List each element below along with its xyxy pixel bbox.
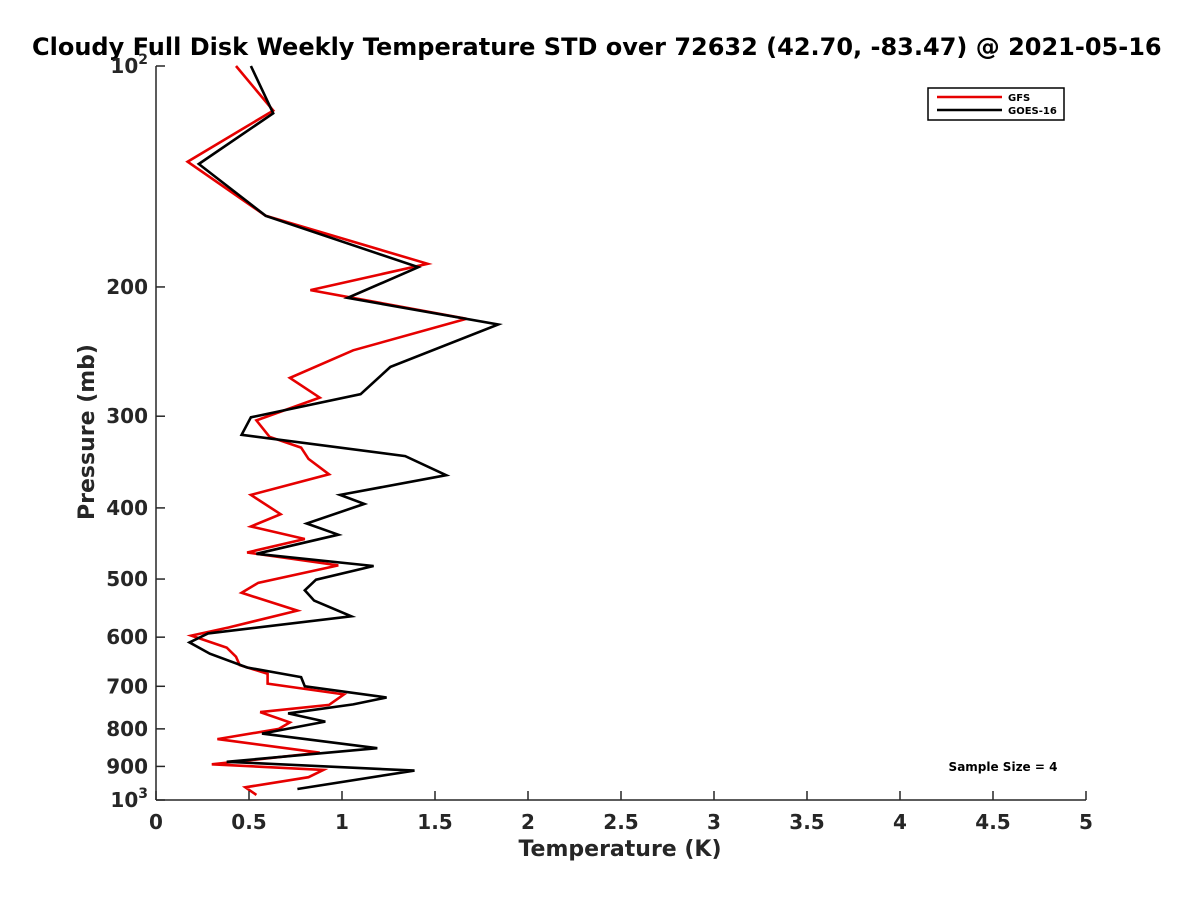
x-tick-label: 0	[149, 810, 163, 834]
y-axis-label: Pressure (mb)	[75, 344, 100, 520]
legend-label: GOES-16	[1008, 106, 1057, 117]
y-tick-label: 500	[106, 567, 148, 591]
y-tick-label: 200	[106, 275, 148, 299]
chart-title: Cloudy Full Disk Weekly Temperature STD …	[32, 33, 1162, 61]
legend-box	[927, 87, 1065, 121]
sample-size-annotation: Sample Size = 4	[949, 760, 1058, 774]
x-tick-label: 2	[521, 810, 535, 834]
y-tick-label: 700	[106, 674, 148, 698]
x-tick-label: 5	[1079, 810, 1093, 834]
x-tick-label: 3	[707, 810, 721, 834]
y-tick-label: 103	[110, 786, 148, 812]
y-tick-label: 102	[110, 52, 148, 78]
y-tick-label: 400	[106, 496, 148, 520]
legend: GFS GOES-16	[927, 87, 1065, 121]
y-tick-label: 600	[106, 625, 148, 649]
y-tick-label: 800	[106, 717, 148, 741]
series-layer	[185, 65, 503, 796]
y-tick-label: 300	[106, 404, 148, 428]
x-axis-ticks: 0 0.5 1 1.5 2 2.5 3 3.5 4 4.5 5	[149, 791, 1093, 834]
y-axis-ticks: 102 200 300 400 500 600 700 800 900 103	[106, 52, 165, 812]
x-tick-label: 1.5	[417, 810, 452, 834]
x-tick-label: 4	[893, 810, 907, 834]
x-tick-label: 3.5	[789, 810, 824, 834]
legend-label: GFS	[1008, 93, 1030, 104]
x-axis-label: Temperature (K)	[518, 837, 721, 862]
x-tick-label: 0.5	[231, 810, 266, 834]
plot-area	[155, 66, 1086, 801]
x-tick-label: 4.5	[975, 810, 1010, 834]
series-line-goes-16	[186, 65, 503, 791]
series-line-gfs	[185, 65, 467, 796]
x-tick-label: 2.5	[603, 810, 638, 834]
x-tick-label: 1	[335, 810, 349, 834]
y-tick-label: 900	[106, 754, 148, 778]
